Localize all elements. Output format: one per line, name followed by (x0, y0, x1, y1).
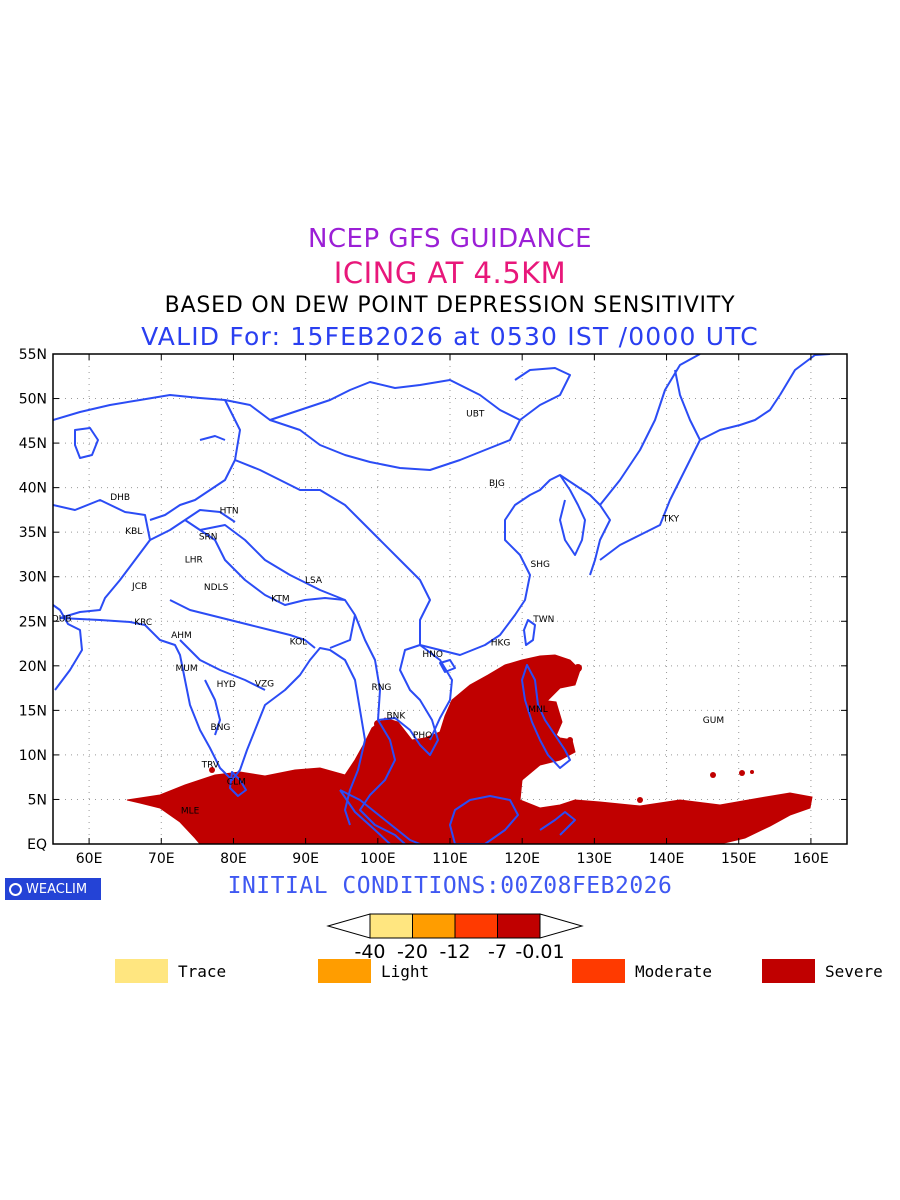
lon-tick-label: 120E (504, 851, 540, 867)
station-label: MNL (528, 705, 548, 715)
lon-tick-label: 150E (721, 851, 757, 867)
station-label: HKG (491, 638, 511, 648)
station-label: MUM (175, 664, 197, 674)
colorbar-tick-label: -0.01 (515, 941, 564, 958)
legend-swatch (572, 959, 625, 983)
lat-tick-label: 15N (19, 703, 47, 719)
colorbar-right-arrow (539, 913, 584, 939)
station-label: SRN (199, 532, 218, 542)
legend-item-severe: Severe (762, 958, 883, 984)
colorbar-left-arrow (326, 913, 371, 939)
legend-label: Trace (178, 961, 227, 981)
colorbar-tick-label: -40 (354, 941, 385, 958)
logo-text: WEACLIM (26, 881, 88, 897)
station-label: BJG (489, 479, 505, 489)
lon-tick-label: 70E (148, 851, 175, 867)
station-label: UBT (466, 409, 485, 419)
station-label: HNO (422, 650, 443, 660)
lon-tick-label: 100E (360, 851, 396, 867)
station-label: BNG (211, 723, 231, 733)
station-label: AHM (171, 631, 192, 641)
colorbar-box (412, 913, 456, 939)
legend-swatch (318, 959, 371, 983)
legend-label: Light (381, 961, 430, 981)
station-label: GUM (703, 716, 724, 726)
station-label: LHR (185, 555, 203, 565)
coastlines (53, 354, 831, 844)
legend-item-moderate: Moderate (572, 958, 712, 984)
longitude-axis: 60E 70E 80E 90E 100E 110E 120E 130E 140E 150E 160E (76, 354, 829, 867)
initial-conditions-label: INITIAL CONDITIONS:00Z08FEB2026 (227, 873, 673, 899)
lat-tick-label: EQ (27, 837, 47, 853)
lon-tick-label: 110E (432, 851, 468, 867)
method-label: BASED ON DEW POINT DEPRESSION SENSITIVIT… (164, 293, 736, 318)
colorbar-tick-label: -20 (397, 941, 428, 958)
station-label: DHB (110, 493, 130, 503)
station-label: KTM (271, 595, 289, 605)
legend-item-light: Light (318, 958, 429, 984)
colorbar-box (497, 913, 541, 939)
colorbar-tick-labels: -40 -20 -12 -7 -0.01 (354, 941, 564, 958)
colorbar-box (369, 913, 413, 939)
station-label: VZG (255, 679, 274, 689)
lat-tick-label: 30N (19, 570, 47, 586)
station-label: HTN (220, 506, 239, 516)
legend-swatch (762, 959, 815, 983)
station-label: HYD (217, 680, 236, 690)
chart-title: NCEP GFS GUIDANCE (307, 224, 593, 254)
severe-icing-fragments (209, 664, 804, 804)
legend: Trace Light Moderate Severe (0, 958, 900, 984)
lat-tick-label: 50N (19, 392, 47, 408)
station-label: TKY (662, 514, 680, 524)
lon-tick-label: 130E (577, 851, 613, 867)
colorbar: -40 -20 -12 -7 -0.01 (326, 913, 584, 958)
station-label: RNG (371, 683, 391, 693)
station-label: JCB (131, 582, 147, 592)
lon-tick-label: 160E (793, 851, 829, 867)
weaclim-logo: WEACLIM (5, 878, 101, 900)
valid-time-label: VALID For: 15FEB2026 at 0530 IST /0000 U… (141, 322, 759, 351)
station-label: KBL (125, 527, 142, 537)
station-label: KRC (134, 618, 152, 628)
colorbar-tick-label: -12 (439, 941, 470, 958)
icing-map: UBT BJG DHB HTN KBL SRN TKY LHR SHG LSA JCB NDLS KTM… (19, 347, 848, 867)
station-label: NDLS (204, 583, 229, 593)
lat-tick-label: 20N (19, 659, 47, 675)
lat-tick-label: 45N (19, 436, 47, 452)
lon-tick-label: 90E (292, 851, 319, 867)
lon-tick-label: 80E (220, 851, 247, 867)
lon-tick-label: 60E (76, 851, 103, 867)
station-label: BNK (386, 711, 406, 721)
colorbar-tick-label: -7 (488, 941, 507, 958)
station-label: TWN (532, 615, 554, 625)
colorbar-boxes (326, 913, 584, 939)
station-label: LSA (305, 576, 323, 586)
lat-tick-label: 25N (19, 614, 47, 630)
station-label: KOL (290, 637, 308, 647)
station-label: DUB (52, 614, 72, 624)
copyright-icon (9, 882, 22, 896)
legend-item-trace: Trace (115, 958, 226, 984)
lat-tick-label: 35N (19, 525, 47, 541)
station-labels: UBT BJG DHB HTN KBL SRN TKY LHR SHG LSA JCB NDLS KTM… (52, 409, 724, 816)
lat-tick-label: 55N (19, 347, 47, 363)
lat-tick-label: 5N (28, 792, 47, 808)
lat-tick-label: 10N (19, 748, 47, 764)
latitude-axis: 55N 50N 45N 40N 35N 30N 25N 20N 15N 10N 5N EQ (19, 347, 847, 853)
station-label: PHO (413, 731, 432, 741)
station-label: CLM (227, 777, 246, 787)
station-label: SHG (530, 560, 549, 570)
legend-label: Moderate (635, 961, 713, 981)
legend-swatch (115, 959, 168, 983)
lat-tick-label: 40N (19, 481, 47, 497)
lon-tick-label: 140E (649, 851, 685, 867)
legend-label: Severe (825, 961, 883, 981)
station-label: TRV (201, 760, 220, 770)
chart-subtitle: ICING AT 4.5KM (333, 256, 567, 290)
colorbar-box (454, 913, 498, 939)
station-label: MLE (181, 807, 200, 817)
